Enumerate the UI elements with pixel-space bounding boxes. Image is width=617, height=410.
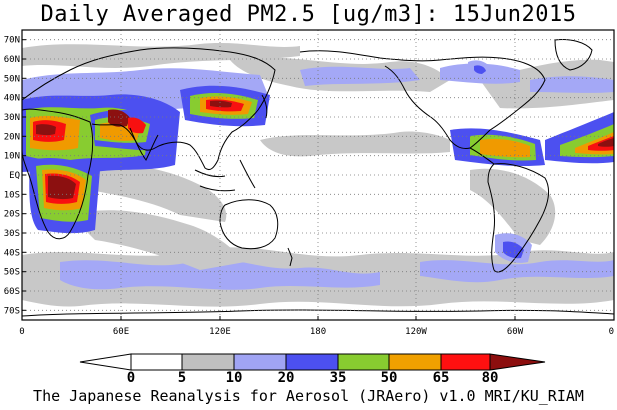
- colorbar-bin-0-5: [130, 353, 183, 371]
- field-gray-north-band: [22, 43, 300, 68]
- lat-label-50s: 50S: [4, 268, 20, 278]
- lon-label-60e: 60E: [113, 327, 129, 337]
- lon-label-120w: 120W: [405, 327, 427, 337]
- credit-line: The Japanese Reanalysis for Aerosol (JRA…: [33, 387, 584, 405]
- field-darkred-atlantic-plume: [598, 138, 614, 147]
- lat-axis: [22, 39, 26, 311]
- field-gray-africa-plume: [70, 210, 245, 270]
- lat-label-70n: 70N: [4, 36, 20, 46]
- lat-label-30s: 30S: [4, 229, 20, 239]
- lon-label-0-right: 0: [609, 327, 614, 337]
- colorbar: [79, 353, 546, 371]
- coastline-new-zealand: [287, 247, 293, 267]
- colorbar-bin-20-35: [285, 353, 339, 371]
- coastline-central-america: [469, 147, 495, 165]
- colorbar-tick-0: 0: [127, 370, 135, 386]
- field-lightblue-southern-belt-2: [420, 260, 614, 283]
- lon-label-60w: 60W: [507, 327, 524, 337]
- field-darkred-central-africa: [48, 175, 76, 200]
- field-lightblue-north-atlantic: [530, 76, 614, 93]
- lat-label-10s: 10S: [4, 190, 20, 200]
- colorbar-bin-65-80: [440, 353, 491, 371]
- map-title: Daily Averaged PM2.5 [ug/m3]: 15Jun2015: [40, 2, 577, 27]
- lat-label-40s: 40S: [4, 248, 20, 258]
- field-orange-central-america: [480, 138, 530, 158]
- colorbar-arrow-left: [79, 353, 132, 371]
- colorbar-bin-5-10: [181, 353, 235, 371]
- colorbar-bin-10-20: [233, 353, 287, 371]
- lon-axis: [21, 316, 615, 320]
- lat-label-70s: 70S: [4, 306, 20, 316]
- colorbar-tick-20: 20: [278, 370, 295, 386]
- field-darkred-india: [108, 109, 130, 127]
- coastline-south-america: [487, 163, 550, 273]
- coastline-india: [129, 127, 159, 161]
- lat-label-20n: 20N: [4, 132, 20, 142]
- field-darkred-china: [210, 100, 232, 108]
- map-grid: [22, 30, 614, 320]
- colorbar-tick-35: 35: [330, 370, 347, 386]
- lat-label-60n: 60N: [4, 55, 20, 65]
- colorbar-arrow-right: [489, 353, 546, 371]
- coastline-africa: [22, 108, 94, 240]
- lon-labels: 0 60E 120E 180 120W 60W 0: [19, 327, 614, 337]
- lon-label-120e: 120E: [209, 327, 231, 337]
- lat-label-eq: EQ: [9, 171, 20, 181]
- colorbar-labels: 0 5 10 20 35 50 65 80: [127, 370, 499, 386]
- coastline-eurasia: [22, 47, 276, 171]
- lat-label-60s: 60S: [4, 287, 20, 297]
- lon-label-0-left: 0: [19, 327, 24, 337]
- field-red-india: [128, 117, 146, 134]
- field-darkred-sahara: [36, 124, 56, 136]
- lat-label-50n: 50N: [4, 74, 20, 84]
- field-gray-south-america: [470, 168, 556, 245]
- colorbar-bin-50-65: [388, 353, 442, 371]
- lat-label-40n: 40N: [4, 94, 20, 104]
- coastlines: [22, 39, 614, 317]
- coastline-se-asia: [194, 159, 256, 192]
- coastline-japan: [261, 94, 268, 119]
- pm25-field: [22, 43, 614, 307]
- coastline-greenland: [554, 39, 593, 71]
- lat-label-10n: 10N: [4, 152, 20, 162]
- field-gray-tropical-pacific: [260, 131, 450, 157]
- lat-label-20s: 20S: [4, 210, 20, 220]
- colorbar-tick-80: 80: [482, 370, 499, 386]
- colorbar-tick-5: 5: [178, 370, 186, 386]
- coastline-antarctica: [22, 309, 614, 317]
- colorbar-bin-35-50: [337, 353, 390, 371]
- colorbar-tick-10: 10: [226, 370, 243, 386]
- coastline-australia: [219, 199, 279, 250]
- lon-label-180: 180: [310, 327, 326, 337]
- field-lightblue-north-pacific: [300, 66, 420, 86]
- field-gray-arabian-sea: [90, 165, 227, 222]
- colorbar-tick-65: 65: [433, 370, 450, 386]
- lat-labels: 70N 60N 50N 40N 30N 20N 10N EQ 10S 20S 3…: [4, 36, 20, 317]
- lat-label-30n: 30N: [4, 113, 20, 123]
- field-blue-canada: [474, 65, 486, 74]
- colorbar-tick-50: 50: [381, 370, 398, 386]
